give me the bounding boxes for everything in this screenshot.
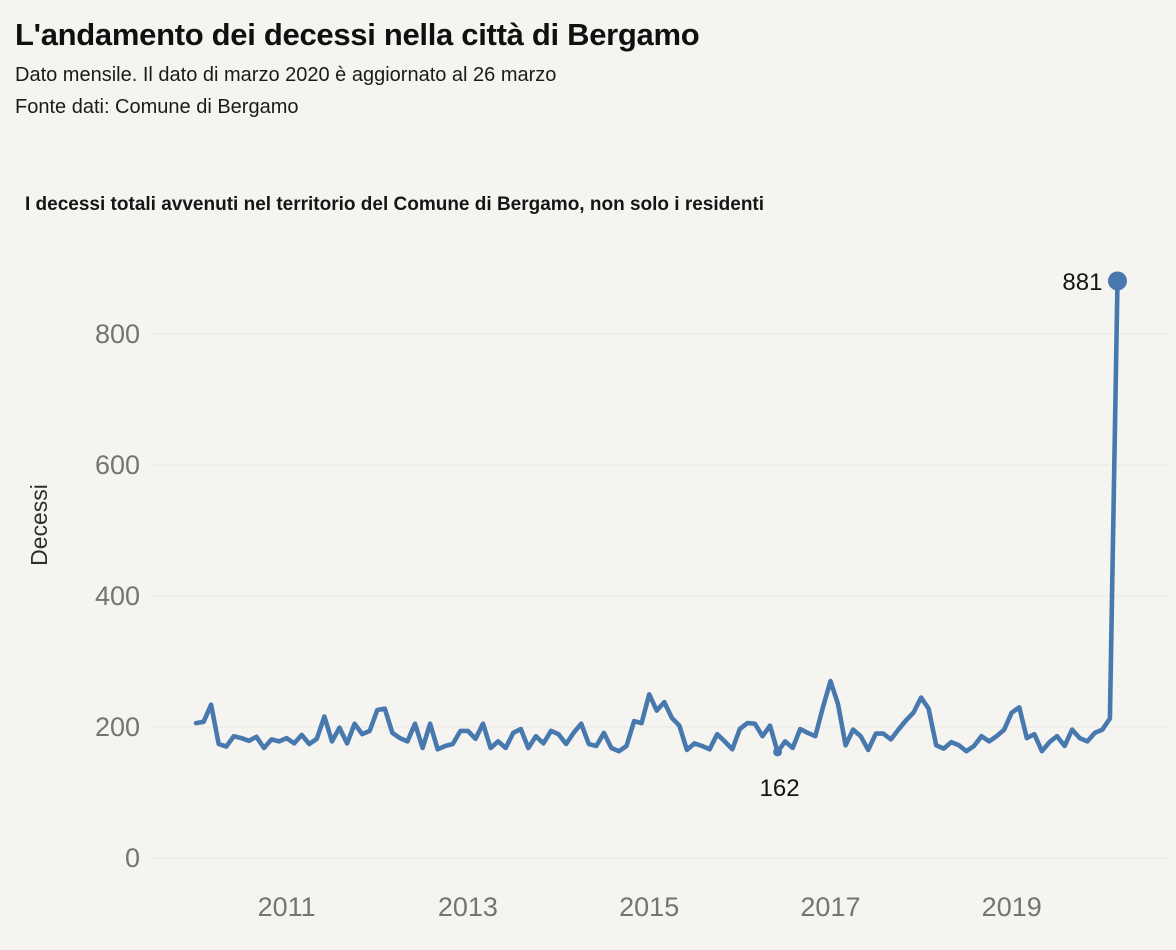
annotation-dot <box>773 747 783 757</box>
chart-line <box>193 278 1120 755</box>
annotation-dot <box>1107 271 1127 291</box>
y-axis-title: Decessi <box>26 484 52 566</box>
page-title: L'andamento dei decessi nella città di B… <box>15 17 700 52</box>
x-tick-label: 2013 <box>438 892 498 922</box>
y-tick-label: 600 <box>95 450 140 480</box>
y-tick-label: 0 <box>125 843 140 873</box>
y-tick-label: 800 <box>95 319 140 349</box>
deaths-line-chart: 0 200 400 600 800 2011 2013 2015 2017 2019 Decessi… <box>0 230 1176 950</box>
data-source: Fonte dati: Comune di Bergamo <box>15 96 299 119</box>
chart-note: I decessi totali avvenuti nel territorio… <box>25 194 765 215</box>
line-chart-svg: 0 200 400 600 800 2011 2013 2015 2017 2019 Decessi… <box>26 269 1168 922</box>
chart-header: L'andamento dei decessi nella città di B… <box>15 16 1161 120</box>
x-tick-label: 2017 <box>800 892 860 922</box>
x-tick-label: 2019 <box>982 892 1042 922</box>
y-tick-label: 400 <box>95 581 140 611</box>
page-subtitle: Dato mensile. Il dato di marzo 2020 è ag… <box>15 64 557 87</box>
y-tick-label: 200 <box>95 712 140 742</box>
x-tick-label: 2011 <box>258 892 316 922</box>
annotation-label-max: 881 <box>1062 269 1102 296</box>
annotation-label-min: 162 <box>760 775 800 802</box>
x-tick-label: 2015 <box>619 892 679 922</box>
